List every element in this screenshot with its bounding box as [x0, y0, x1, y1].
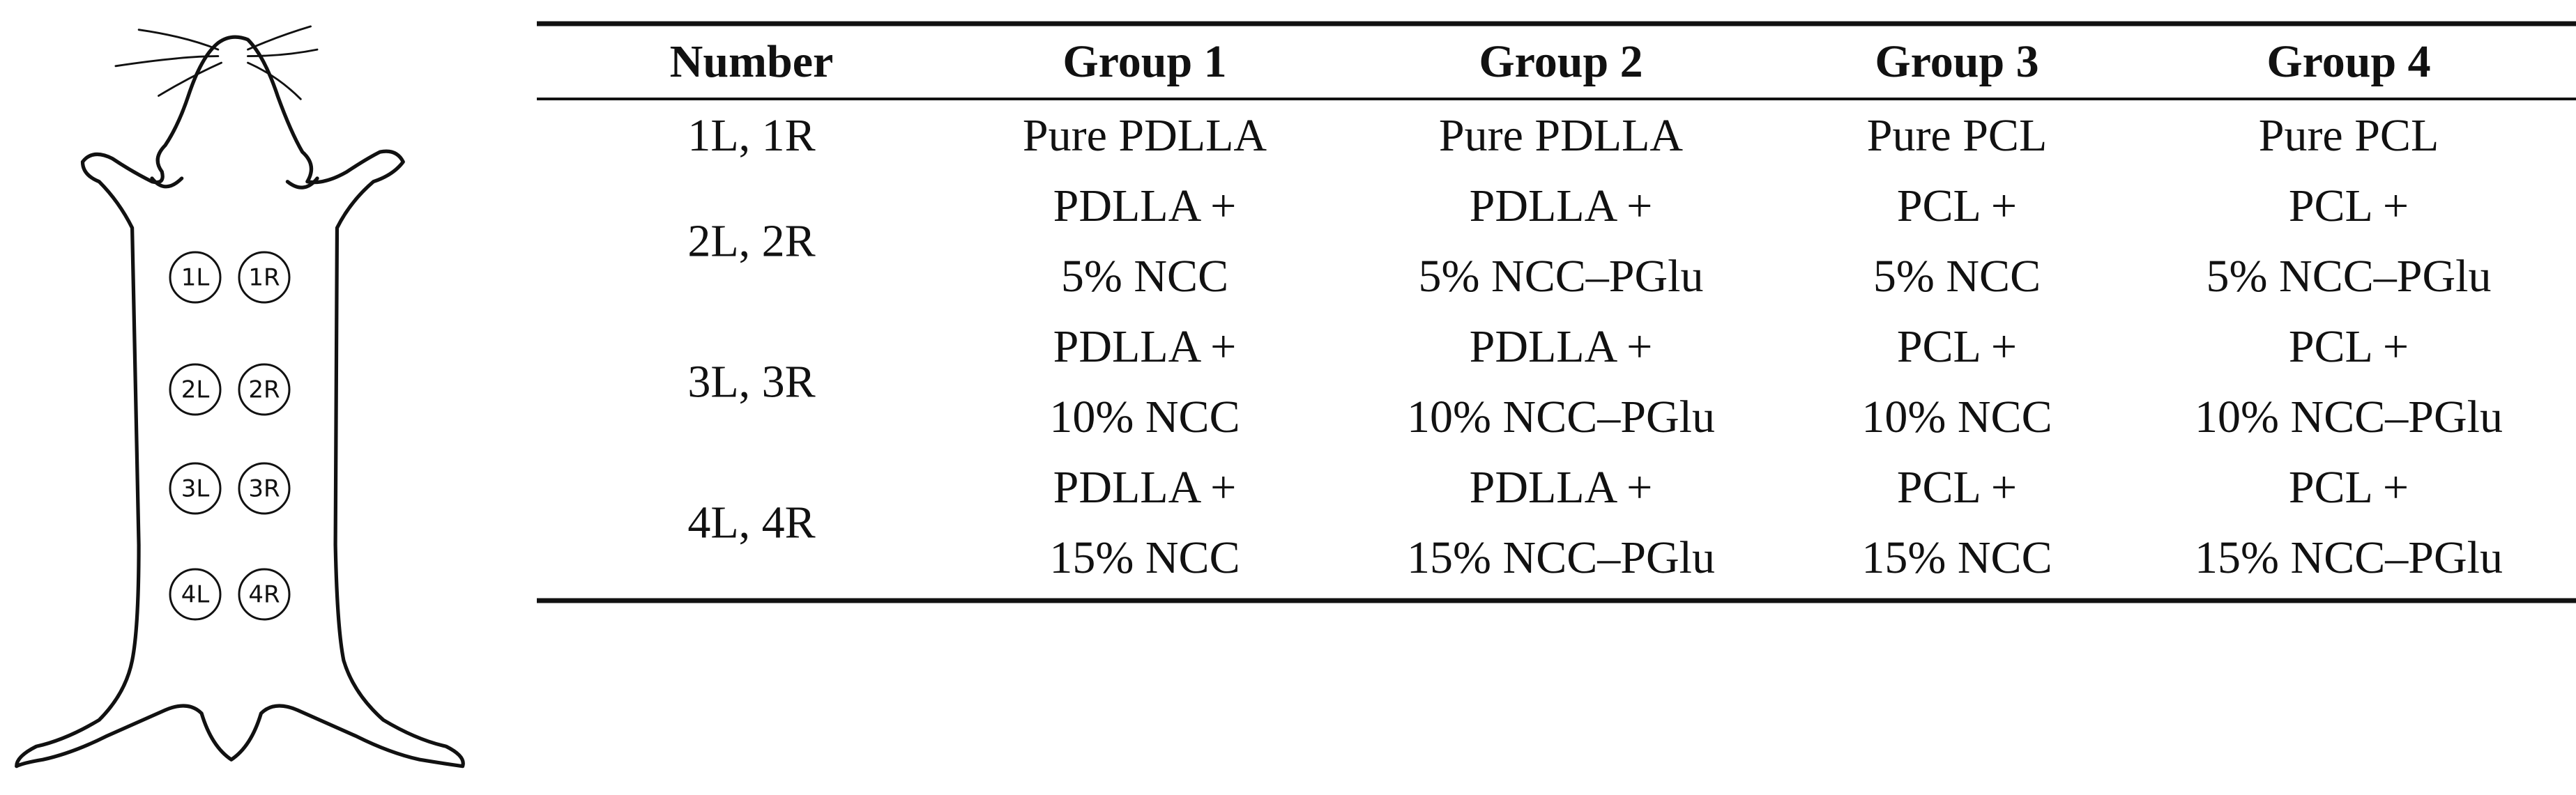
cell-line: PDLLA +	[1470, 321, 1653, 372]
cell-line: Pure PDLLA	[1023, 110, 1267, 161]
cell-line: PCL +	[2289, 180, 2409, 231]
cell-line: PCL +	[1897, 180, 2017, 231]
site-label: 1L	[181, 264, 210, 292]
site-circle	[169, 462, 222, 515]
site-circle	[169, 363, 222, 416]
header-cell: Group 2	[1479, 36, 1643, 87]
cell-line: Pure PDLLA	[1439, 110, 1683, 161]
row-number: 3L, 3R	[687, 357, 815, 408]
site-circle	[238, 462, 291, 515]
site-label: 1R	[248, 264, 280, 292]
site-circle	[238, 568, 291, 621]
cell-line: 15% NCC	[1861, 532, 2052, 583]
cell-line: PDLLA +	[1470, 180, 1653, 231]
table: Number Group 1 Group 2 Group 3 Group 4 1L, 1R…	[670, 36, 2503, 583]
cell-line: Pure PCL	[1867, 110, 2048, 161]
row-number: 2L, 2R	[687, 216, 815, 267]
row-number: 4L, 4R	[687, 497, 815, 548]
cell-line: 5% NCC–PGlu	[1419, 251, 1704, 302]
row-number: 1L, 1R	[687, 110, 815, 161]
cell-line: PDLLA +	[1053, 180, 1237, 231]
cell-line: PCL +	[2289, 321, 2409, 372]
site-label: 3L	[181, 475, 210, 503]
cell-line: PDLLA +	[1470, 462, 1653, 513]
site-label: 2R	[248, 376, 280, 404]
cell-line: 10% NCC	[1049, 392, 1240, 442]
site-circle	[169, 251, 222, 304]
cell-line: PCL +	[1897, 321, 2017, 372]
site-label: 4R	[248, 581, 280, 609]
cell-line: PCL +	[2289, 462, 2409, 513]
injection-sites: 1L 1R 2L 2R 3L 3R 4L 4R	[169, 251, 291, 621]
cell-line: 5% NCC	[1061, 251, 1228, 302]
site-circle	[238, 363, 291, 416]
site-circle	[238, 251, 291, 304]
header-cell: Group 4	[2266, 36, 2430, 87]
header-cell: Group 1	[1062, 36, 1226, 87]
cell-line: 15% NCC	[1049, 532, 1240, 583]
cell-line: PDLLA +	[1053, 321, 1237, 372]
cell-line: 5% NCC	[1873, 251, 2041, 302]
cell-line: 10% NCC–PGlu	[1407, 392, 1715, 442]
header-cell: Number	[670, 36, 834, 87]
cell-line: 5% NCC–PGlu	[2207, 251, 2492, 302]
site-label: 2L	[181, 376, 210, 404]
rat-drawing	[15, 25, 465, 769]
site-label: 3R	[248, 475, 280, 503]
whiskers	[114, 25, 319, 100]
cell-line: 15% NCC–PGlu	[2195, 532, 2503, 583]
cell-line: 10% NCC	[1861, 392, 2052, 442]
cell-line: Pure PCL	[2259, 110, 2439, 161]
cell-line: PDLLA +	[1053, 462, 1237, 513]
cell-line: PCL +	[1897, 462, 2017, 513]
table-rules	[537, 21, 2576, 603]
header-cell: Group 3	[1875, 36, 2038, 87]
site-label: 4L	[181, 581, 210, 609]
site-circle	[169, 568, 222, 621]
cell-line: 15% NCC–PGlu	[1407, 532, 1715, 583]
cell-line: 10% NCC–PGlu	[2195, 392, 2503, 442]
